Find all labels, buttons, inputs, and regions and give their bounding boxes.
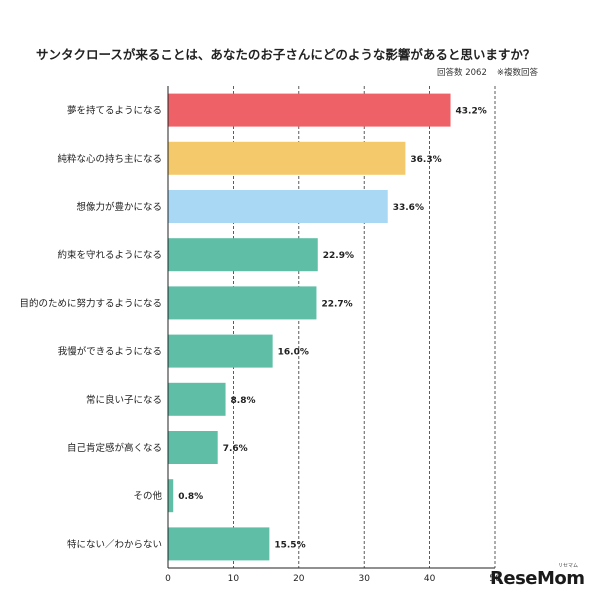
x-tick-label-10: 10 <box>228 574 240 584</box>
value-label-10: 15.5% <box>274 540 305 550</box>
bar-6 <box>168 334 273 368</box>
logo-text: ReseMom <box>490 568 585 589</box>
x-tick-label-50: 50 <box>489 574 501 584</box>
value-label-6: 16.0% <box>278 348 309 358</box>
category-label-4: 約束を守れるようになる <box>57 249 162 261</box>
value-label-8: 7.6% <box>223 444 248 454</box>
category-label-6: 我慢ができるようになる <box>58 346 162 358</box>
value-label-1: 43.2% <box>456 107 487 117</box>
category-label-1: 夢を持てるようになる <box>67 105 162 117</box>
x-tick-label-40: 40 <box>424 574 436 584</box>
resemom-logo: ReseMom リセマム <box>490 563 585 589</box>
value-label-5: 22.7% <box>321 299 352 309</box>
category-label-5: 目的のために努力するようになる <box>19 297 162 309</box>
chart-note: 回答数 2062 ※複数回答 <box>437 66 538 78</box>
value-label-9: 0.8% <box>178 492 203 502</box>
x-tick-label-30: 30 <box>358 574 370 584</box>
bar-2 <box>168 141 406 175</box>
category-label-10: 特にない／わからない <box>67 538 162 550</box>
value-label-4: 22.9% <box>323 251 354 261</box>
logo-subtext: リセマム <box>558 563 579 569</box>
category-label-2: 純粋な心の持ち主になる <box>57 153 162 165</box>
bar-9 <box>168 479 174 513</box>
category-label-9: その他 <box>133 490 162 502</box>
value-label-7: 8.8% <box>231 396 256 406</box>
x-tick-label-0: 0 <box>165 574 171 584</box>
bar-8 <box>168 431 218 464</box>
bar-5 <box>168 286 317 320</box>
x-tick-label-20: 20 <box>293 574 305 584</box>
bar-4 <box>168 238 318 272</box>
respondents-note: 回答数 2062 <box>437 68 487 78</box>
bar-10 <box>168 527 270 561</box>
category-label-7: 常に良い子になる <box>86 394 162 406</box>
category-label-8: 自己肯定感が高くなる <box>67 442 162 454</box>
bar-3 <box>168 190 388 223</box>
value-label-2: 36.3% <box>410 155 441 165</box>
multiple-answer-note: ※複数回答 <box>496 68 538 78</box>
bar-7 <box>168 382 226 416</box>
chart-title: サンタクロースが来ることは、あなたのお子さんにどのような影響があると思いますか？ <box>36 47 536 62</box>
bar-1 <box>168 93 451 127</box>
value-label-3: 33.6% <box>393 203 424 213</box>
category-label-3: 想像力が豊かになる <box>76 201 162 213</box>
